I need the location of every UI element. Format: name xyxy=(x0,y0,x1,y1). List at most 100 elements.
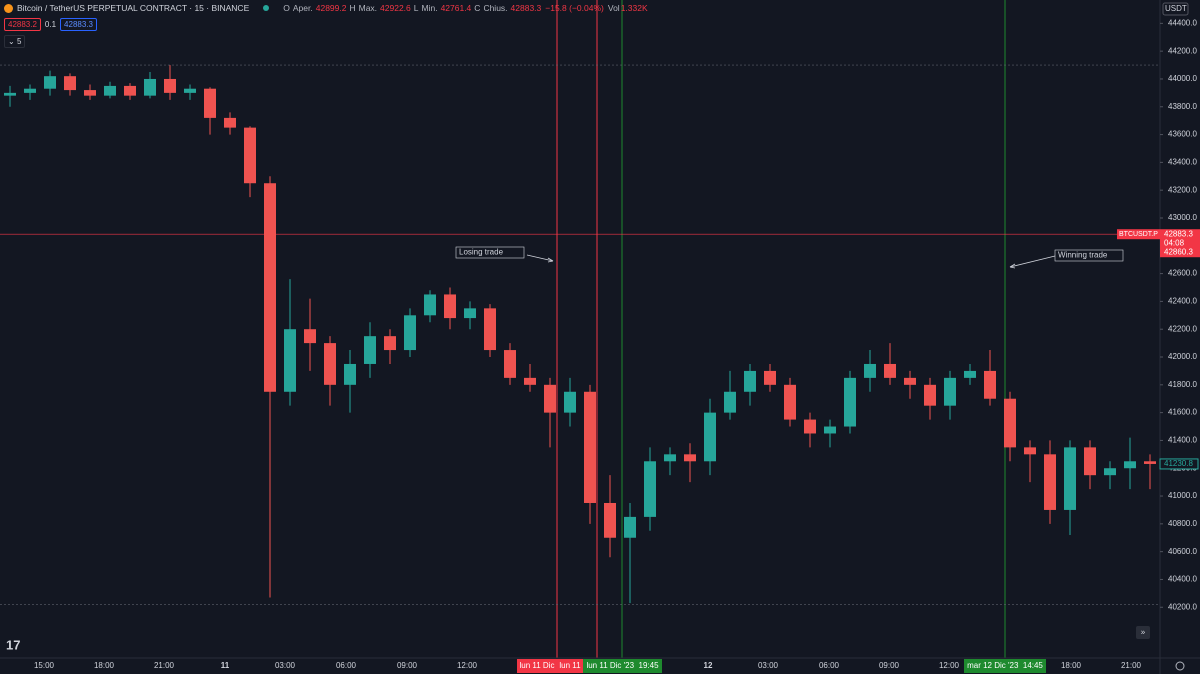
candle-body xyxy=(964,370,976,378)
candle-body xyxy=(624,516,636,538)
symbol-icon xyxy=(4,3,13,13)
arrow-head xyxy=(1009,263,1016,269)
candle-body xyxy=(444,294,456,319)
candle-body xyxy=(64,76,76,91)
candle-body xyxy=(724,391,736,413)
x-tick-label: 06:00 xyxy=(819,661,840,670)
time-marker-box xyxy=(517,659,557,673)
x-tick-label: 21:00 xyxy=(154,661,175,670)
y-tick-label: 40800.0 xyxy=(1168,519,1197,528)
candle-body xyxy=(1044,454,1056,510)
candle-body xyxy=(524,377,536,385)
last-price-label: 42883.3 xyxy=(1164,229,1193,238)
y-tick-label: 43800.0 xyxy=(1168,102,1197,111)
candle-body xyxy=(1124,461,1136,469)
y-tick-label: 40400.0 xyxy=(1168,575,1197,584)
ohlc-name: Max. xyxy=(358,3,378,13)
sell-price[interactable]: 42883.2 xyxy=(4,18,41,31)
settings-icon[interactable] xyxy=(1175,661,1185,671)
candle-body xyxy=(1144,461,1156,464)
candle-body xyxy=(324,343,336,385)
cursor-tag xyxy=(1159,458,1199,470)
ohlc-key: L xyxy=(413,3,419,13)
candle-body xyxy=(864,363,876,378)
x-tick-label: 12:00 xyxy=(939,661,960,670)
candle-body xyxy=(924,384,936,406)
y-tick-label: 43000.0 xyxy=(1168,213,1197,222)
scroll-icon[interactable]: » xyxy=(1141,628,1146,637)
bid-price-label: 42860.3 xyxy=(1164,247,1193,256)
candle-body xyxy=(764,370,776,385)
candle-body xyxy=(904,377,916,385)
annotation-arrow xyxy=(526,254,554,262)
time-marker-label: lun 11 Dic xyxy=(520,661,555,670)
ohlc-key: O xyxy=(283,3,290,13)
x-tick-label: 03:00 xyxy=(758,661,779,670)
ohlc-name: Min. xyxy=(421,3,438,13)
candle-body xyxy=(84,90,96,96)
time-marker-box xyxy=(583,659,662,673)
candle-body xyxy=(1084,447,1096,476)
y-tick-label: 44000.0 xyxy=(1168,74,1197,83)
ohlc-value: 42899.2 xyxy=(315,3,347,13)
candle-body xyxy=(344,363,356,385)
symbol-tag xyxy=(1117,229,1160,240)
symbol: Bitcoin / TetherUS PERPETUAL CONTRACT · … xyxy=(17,3,250,13)
candle-body xyxy=(664,454,676,462)
x-tick-label: 11 xyxy=(221,661,230,670)
candle-body xyxy=(284,329,296,392)
candle-body xyxy=(684,454,696,462)
ohlc-value: 42883.3 xyxy=(510,3,542,13)
spread: 0.1 xyxy=(44,20,57,29)
indicator-count: 5 xyxy=(16,37,22,46)
y-tick-label: 43200.0 xyxy=(1168,185,1197,194)
time-marker-box xyxy=(964,659,1046,673)
scroll-button[interactable] xyxy=(1136,626,1150,639)
y-tick-label: 41400.0 xyxy=(1168,436,1197,445)
ohlc-name: Chius. xyxy=(483,3,508,13)
y-tick-label: 41600.0 xyxy=(1168,408,1197,417)
cursor-price-label: 41230.8 xyxy=(1164,459,1193,468)
currency: USDT xyxy=(1165,4,1187,13)
candle-body xyxy=(144,78,156,96)
y-tick-label: 41000.0 xyxy=(1168,491,1197,500)
candle-body xyxy=(304,329,316,344)
time-marker-label: mar 12 Dic '23 14:45 xyxy=(967,661,1043,670)
y-tick-label: 40200.0 xyxy=(1168,602,1197,611)
symbol-tag-label: BTCUSDT.P xyxy=(1119,231,1158,238)
candle-body xyxy=(1104,468,1116,476)
candle-body xyxy=(944,377,956,406)
time-marker-label: lun 11 Dic '23 19:45 xyxy=(586,661,659,670)
x-tick-label: 09:00 xyxy=(397,661,418,670)
ohlc-key: C xyxy=(474,3,481,13)
x-tick-label: 12 xyxy=(704,661,713,670)
y-tick-label: 42400.0 xyxy=(1168,297,1197,306)
indicators-toggle[interactable]: ⌄ 5 xyxy=(4,35,26,48)
candle-body xyxy=(844,377,856,427)
buy-price[interactable]: 42883.3 xyxy=(60,18,97,31)
x-tick-label: 18:00 xyxy=(1061,661,1082,670)
candle-body xyxy=(584,391,596,503)
logo: 17 xyxy=(6,637,20,652)
candle-body xyxy=(1004,398,1016,448)
candle-body xyxy=(804,419,816,434)
ohlc-value: 42761.4 xyxy=(440,3,472,13)
y-tick-label: 42200.0 xyxy=(1168,324,1197,333)
x-tick-label: 09:00 xyxy=(879,661,900,670)
candle-body xyxy=(104,85,116,96)
candle-body xyxy=(224,117,236,128)
time-marker-label: lun 11 xyxy=(559,661,581,670)
candle-body xyxy=(784,384,796,420)
candle-body xyxy=(984,370,996,399)
candle-body xyxy=(744,370,756,392)
arrow-head xyxy=(547,257,554,263)
y-tick-label: 41800.0 xyxy=(1168,380,1197,389)
vol: 1.332K xyxy=(620,3,648,13)
trade-badges: 42883.2 0.1 42883.3 xyxy=(4,18,97,31)
y-tick-label: 42600.0 xyxy=(1168,269,1197,278)
candle-body xyxy=(44,76,56,89)
candle-body xyxy=(1024,447,1036,455)
x-tick-label: 12:00 xyxy=(457,661,478,670)
y-tick-label: 42000.0 xyxy=(1168,352,1197,361)
